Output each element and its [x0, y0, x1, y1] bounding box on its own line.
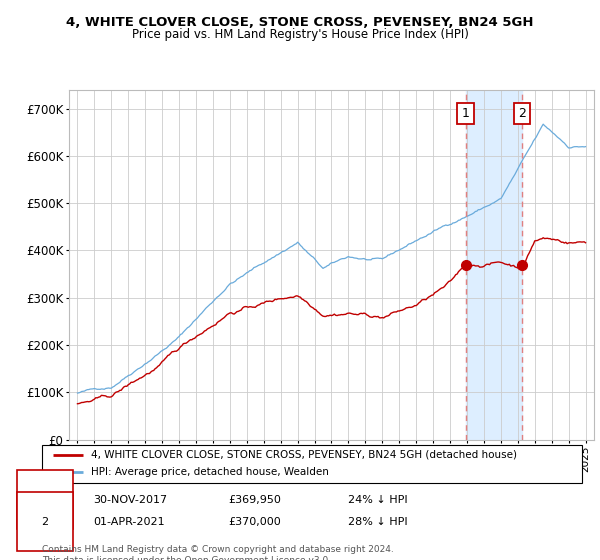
Bar: [466, 90, 522, 440]
Text: 2: 2: [518, 107, 526, 120]
Text: 4, WHITE CLOVER CLOSE, STONE CROSS, PEVENSEY, BN24 5GH: 4, WHITE CLOVER CLOSE, STONE CROSS, PEVE…: [66, 16, 534, 29]
Text: £370,000: £370,000: [228, 517, 281, 527]
Text: 28% ↓ HPI: 28% ↓ HPI: [348, 517, 407, 527]
Text: 4, WHITE CLOVER CLOSE, STONE CROSS, PEVENSEY, BN24 5GH (detached house): 4, WHITE CLOVER CLOSE, STONE CROSS, PEVE…: [91, 450, 517, 460]
Text: Price paid vs. HM Land Registry's House Price Index (HPI): Price paid vs. HM Land Registry's House …: [131, 28, 469, 41]
Text: HPI: Average price, detached house, Wealden: HPI: Average price, detached house, Weal…: [91, 468, 328, 478]
FancyBboxPatch shape: [42, 445, 582, 483]
Text: 1: 1: [461, 107, 470, 120]
Text: 2: 2: [41, 517, 49, 527]
Text: 01-APR-2021: 01-APR-2021: [93, 517, 164, 527]
Text: 24% ↓ HPI: 24% ↓ HPI: [348, 494, 407, 505]
Text: Contains HM Land Registry data © Crown copyright and database right 2024.
This d: Contains HM Land Registry data © Crown c…: [42, 545, 394, 560]
Text: 30-NOV-2017: 30-NOV-2017: [93, 494, 167, 505]
Text: 1: 1: [41, 494, 49, 505]
Text: £369,950: £369,950: [228, 494, 281, 505]
